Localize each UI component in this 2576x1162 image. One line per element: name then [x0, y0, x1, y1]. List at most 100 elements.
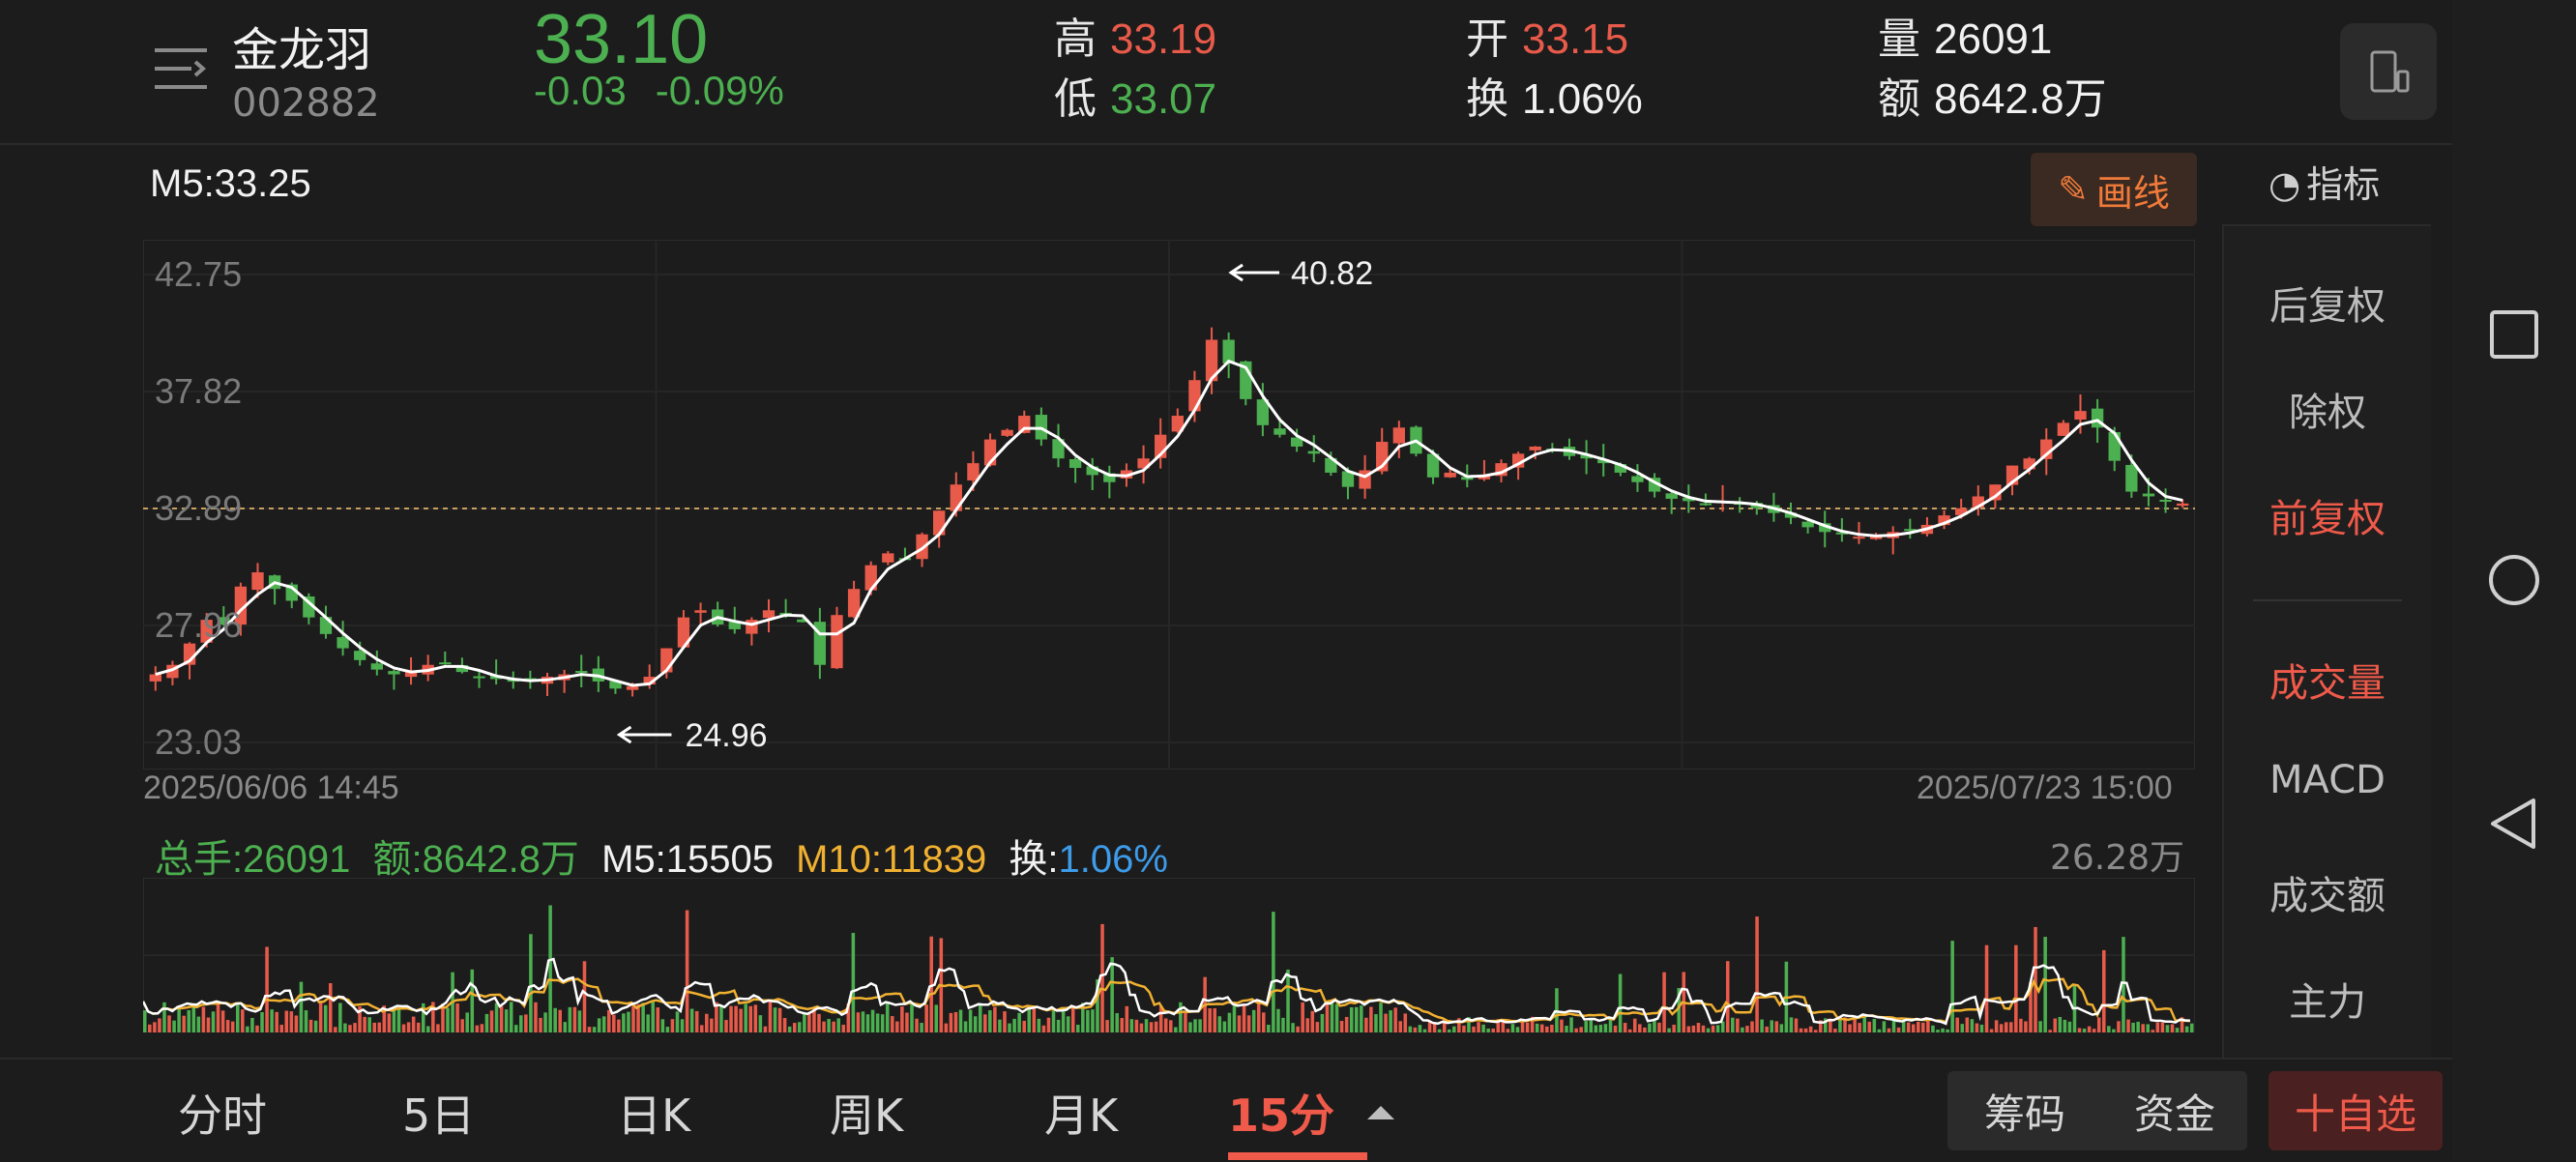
volume-bar	[313, 1020, 318, 1032]
ma5-label: M5:33.25	[150, 162, 311, 205]
candle-body	[1052, 439, 1065, 459]
volume-bar	[153, 1022, 157, 1032]
volume-max-label: 26.28万	[2050, 838, 2185, 878]
funds-button[interactable]: 资金	[2102, 1071, 2247, 1150]
volume-bar	[387, 1013, 392, 1032]
high-label: 高	[1054, 15, 1097, 64]
y-tick-label: 23.03	[155, 722, 242, 762]
adjust-option[interactable]: 后复权	[2269, 284, 2386, 329]
candle-body	[2074, 411, 2087, 421]
candle-body	[1086, 466, 1098, 476]
kline-chart[interactable]: 42.75 37.82 32.89 27.96 23.03 40.82 24.96	[143, 240, 2195, 770]
candle-body	[1256, 399, 1270, 425]
chips-button[interactable]: 筹码	[1947, 1071, 2102, 1150]
candle-body	[1068, 458, 1082, 469]
volume-bar	[1750, 1021, 1754, 1032]
volume-bar	[250, 1017, 254, 1032]
stock-name: 金龙羽	[232, 23, 372, 77]
volume-bar	[1017, 1012, 1021, 1032]
volume-bar	[1081, 1002, 1085, 1032]
tab-weekly[interactable]: 周K	[830, 1089, 904, 1142]
volume-m5-line	[143, 957, 2190, 1026]
adjust-option[interactable]: 主力	[2289, 980, 2366, 1025]
volume-bar	[1344, 1016, 1349, 1032]
volume-bar	[2063, 1019, 2067, 1032]
volume-bar	[998, 1019, 1002, 1032]
volume-bar	[1569, 1017, 1573, 1032]
volume-bar	[367, 1017, 371, 1032]
adjust-option[interactable]: 除权	[2289, 391, 2366, 435]
volume-bar	[1286, 969, 1290, 1032]
volume-bar	[1623, 1023, 1627, 1032]
volume-bar	[1731, 1017, 1735, 1032]
active-tab-indicator	[1228, 1152, 1367, 1160]
volume-bar	[270, 1009, 274, 1032]
volume-bar	[338, 1002, 342, 1032]
back-icon[interactable]	[2489, 797, 2537, 851]
volume-bar	[1389, 1010, 1392, 1032]
tab-timeshare[interactable]: 分时	[178, 1089, 267, 1142]
volume-bar	[606, 1009, 611, 1032]
volume-bar	[1086, 1009, 1090, 1032]
indicator-button[interactable]: ◔ 指标	[2269, 155, 2380, 208]
volume-bar	[748, 1005, 753, 1032]
volume-bar	[2117, 1021, 2121, 1032]
volume-bar	[1144, 1019, 1149, 1032]
adjust-option[interactable]: MACD	[2269, 758, 2386, 802]
volume-bar	[548, 905, 552, 1032]
home-icon[interactable]	[2487, 553, 2541, 607]
add-favorite-button[interactable]: 十自选	[2269, 1071, 2443, 1150]
tab-monthly[interactable]: 月K	[1044, 1089, 1119, 1142]
recent-apps-icon[interactable]	[2489, 309, 2539, 360]
landscape-toggle-button[interactable]	[2340, 23, 2437, 120]
volume-bar	[768, 1001, 773, 1032]
candle-body	[1188, 380, 1201, 412]
adjust-option[interactable]: 成交额	[2269, 874, 2386, 918]
candle-body	[2057, 422, 2070, 436]
volume-bar	[2107, 1026, 2111, 1032]
volume-bar	[529, 934, 533, 1032]
volume-bar	[993, 1006, 997, 1032]
tab-daily[interactable]: 日K	[617, 1089, 691, 1142]
volume-bar	[827, 1019, 831, 1032]
volume-bar	[2146, 1024, 2151, 1032]
volume-bar	[1041, 1025, 1046, 1032]
volume-bar	[279, 1025, 284, 1032]
volume-bar	[1091, 1009, 1095, 1032]
draw-line-button[interactable]: ✎ 画线	[2031, 153, 2197, 226]
volume-bar	[568, 1006, 572, 1032]
volume-bar	[2092, 1029, 2096, 1032]
volume-bar	[807, 1011, 811, 1032]
candle-body	[337, 637, 349, 649]
tab-15min[interactable]: 15分	[1228, 1089, 1335, 1142]
volume-bar	[2004, 1022, 2008, 1032]
volume-bar	[622, 1013, 626, 1032]
volume-bar	[1432, 1024, 1437, 1032]
volume-bar	[1447, 1029, 1451, 1032]
volume-bar	[1110, 957, 1114, 1032]
tab-5day[interactable]: 5日	[402, 1089, 476, 1142]
volume-bar	[1384, 1013, 1388, 1032]
volume-bar	[1946, 1029, 1949, 1032]
adjust-option[interactable]: 前复权	[2269, 497, 2386, 541]
volume-chart[interactable]	[143, 878, 2195, 1032]
volume-bar	[2189, 1023, 2194, 1032]
candle-body	[251, 572, 264, 591]
volume-bar	[1422, 1029, 1427, 1032]
menu-icon[interactable]	[153, 46, 209, 91]
volume-bar	[1960, 1024, 1965, 1032]
volume-bar	[343, 1023, 347, 1032]
volume-bar	[1613, 1025, 1618, 1032]
candle-body	[1683, 497, 1695, 502]
volume-bar	[734, 1005, 738, 1032]
adjust-option[interactable]: 成交量	[2269, 661, 2386, 706]
volume-bar	[1984, 944, 1989, 1032]
volume-bar	[358, 1006, 362, 1032]
candle-body	[694, 610, 707, 613]
caret-up-icon[interactable]	[1365, 1102, 1396, 1121]
volume-bar	[172, 1020, 176, 1032]
volume-bar	[1193, 1019, 1197, 1032]
volume-bar	[1560, 1019, 1564, 1032]
pencil-icon: ✎	[2058, 168, 2089, 211]
volume-bar	[1330, 1002, 1334, 1032]
